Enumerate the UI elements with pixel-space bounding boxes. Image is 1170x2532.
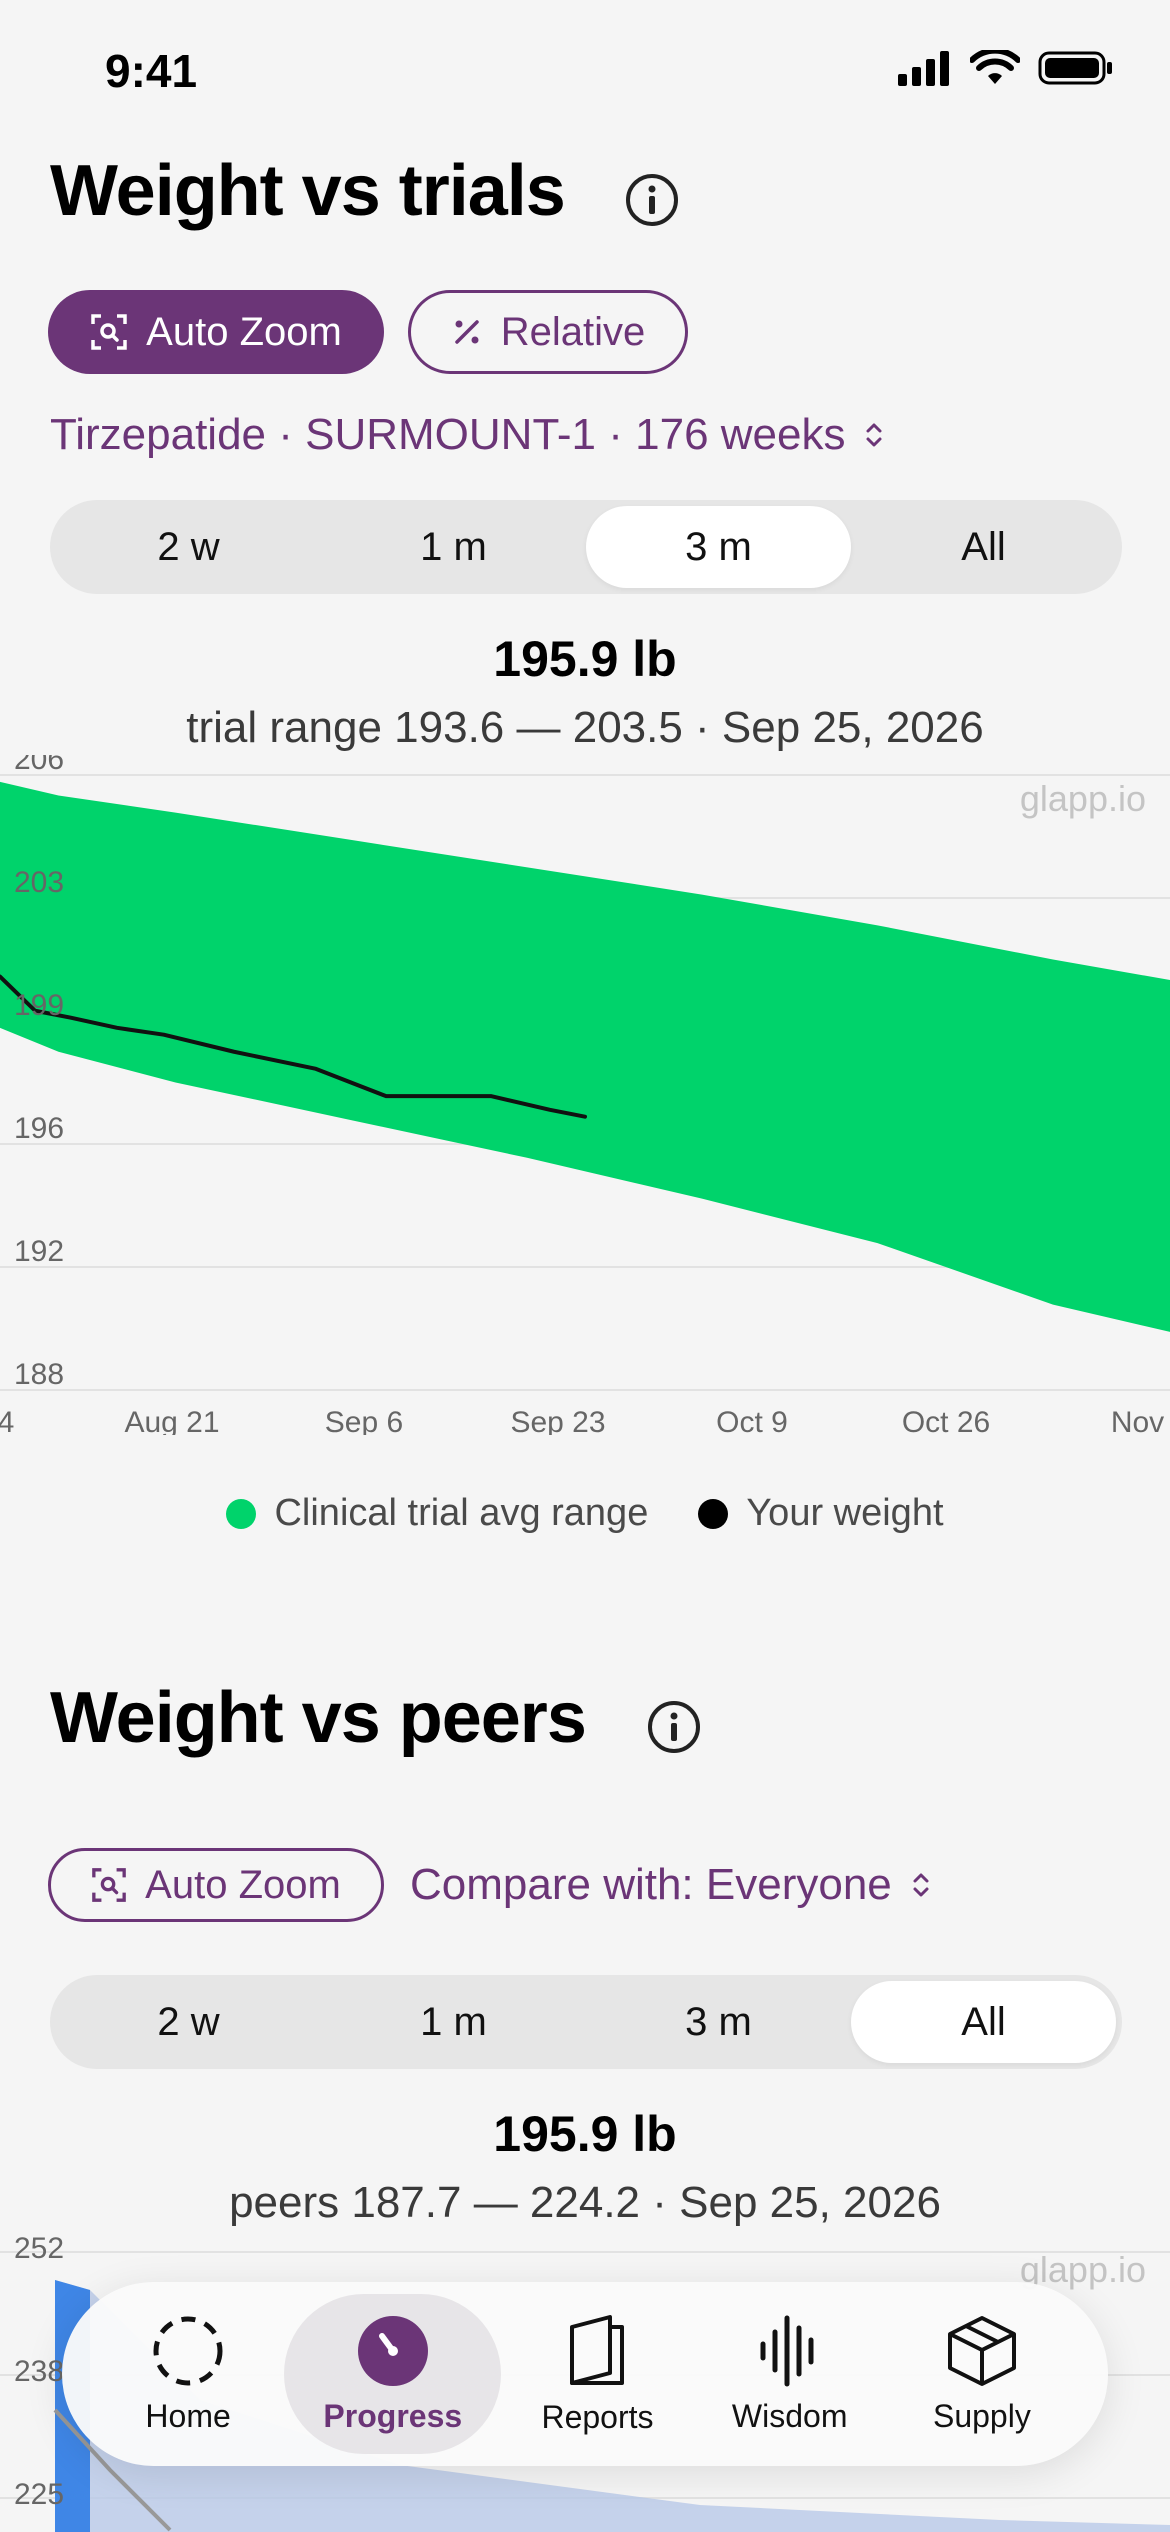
bottom-tab-bar: Home Progress Reports Wisdom Supply bbox=[62, 2282, 1108, 2466]
trials-chart-svg: 206 203 199 196 192 188 glapp.io 4 Aug 21 Sep 6 Se… bbox=[0, 743, 1170, 1439]
battery-icon bbox=[1038, 51, 1112, 85]
legend-trial-range: Clinical trial avg range bbox=[226, 1492, 648, 1535]
y-tick-label: 238 bbox=[14, 2355, 64, 2388]
y-tick-label: 203 bbox=[14, 866, 64, 899]
trial-range-band bbox=[0, 781, 1170, 1332]
status-icons bbox=[898, 50, 1114, 86]
trials-chart: 206 203 199 196 192 188 glapp.io 4 Aug 21 Sep 6 Se… bbox=[0, 743, 1170, 1439]
y-tick-label: 206 bbox=[14, 755, 64, 776]
home-dashed-circle-icon bbox=[153, 2316, 223, 2385]
percent-icon bbox=[454, 320, 479, 344]
trial-range-subtitle: trial range 193.6 — 203.5 · Sep 25, 2026 bbox=[186, 703, 984, 752]
y-tick-label: 188 bbox=[14, 1358, 64, 1391]
x-tick-label: Oct 26 bbox=[902, 1406, 990, 1435]
book-icon bbox=[570, 2314, 625, 2385]
watermark: glapp.io bbox=[1020, 778, 1146, 819]
zoom-scan-icon bbox=[92, 1868, 126, 1902]
peers-auto-zoom-label: Auto Zoom bbox=[145, 1862, 341, 1907]
cellular-signal-icon bbox=[898, 51, 949, 86]
trials-title: Weight vs trials bbox=[50, 151, 566, 231]
x-tick-label: 4 bbox=[0, 1406, 14, 1435]
compare-with-label: Compare with: Everyone bbox=[410, 1860, 892, 1909]
range-1m[interactable]: 1 m bbox=[420, 524, 487, 569]
peers-range-1m[interactable]: 1 m bbox=[420, 1999, 487, 2044]
peers-current-weight-value: 195.9 lb bbox=[493, 2106, 677, 2162]
tab-wisdom-label: Wisdom bbox=[731, 2397, 848, 2434]
legend-your-weight-label: Your weight bbox=[746, 1492, 944, 1534]
gauge-icon bbox=[357, 2315, 428, 2386]
range-3m[interactable]: 3 m bbox=[586, 506, 851, 588]
chevron-up-down-icon bbox=[866, 423, 882, 447]
peers-range-3m[interactable]: 3 m bbox=[685, 1999, 752, 2044]
tab-home-label: Home bbox=[145, 2397, 231, 2434]
tab-wisdom[interactable]: Wisdom bbox=[694, 2294, 886, 2454]
chevron-up-down-icon bbox=[913, 1873, 929, 1897]
x-tick-label: Aug 21 bbox=[124, 1406, 219, 1435]
y-tick-label: 196 bbox=[14, 1112, 64, 1145]
tab-supply-label: Supply bbox=[932, 2397, 1031, 2434]
status-bar: 9:41 bbox=[0, 0, 1170, 150]
range-all[interactable]: All bbox=[961, 524, 1006, 569]
tab-reports-label: Reports bbox=[541, 2398, 654, 2435]
legend-green-dot bbox=[226, 1498, 257, 1529]
trial-selector-dropdown[interactable]: Tirzepatide · SURMOUNT-1 · 176 weeks bbox=[50, 410, 885, 460]
trial-selector-label: Tirzepatide · SURMOUNT-1 · 176 weeks bbox=[50, 410, 846, 459]
waveform-icon bbox=[760, 2315, 814, 2386]
legend-black-dot bbox=[698, 1498, 729, 1529]
wifi-icon bbox=[970, 50, 1020, 84]
peers-range-subtitle: peers 187.7 — 224.2 · Sep 25, 2026 bbox=[229, 2178, 941, 2227]
y-tick-label: 199 bbox=[14, 989, 64, 1022]
trials-range-segmented-control: 2 w 1 m 3 m All bbox=[50, 500, 1122, 594]
x-tick-label: Sep 6 bbox=[325, 1406, 403, 1435]
auto-zoom-label: Auto Zoom bbox=[146, 309, 342, 354]
peers-weight-line bbox=[53, 2408, 172, 2532]
tab-supply[interactable]: Supply bbox=[886, 2294, 1078, 2454]
trials-legend: Clinical trial avg range Your weight bbox=[0, 1492, 1170, 1535]
info-icon[interactable] bbox=[624, 172, 680, 228]
your-weight-line bbox=[0, 974, 587, 1119]
y-tick-label: 225 bbox=[14, 2478, 64, 2511]
peers-range-band bbox=[55, 2280, 1170, 2532]
compare-with-dropdown[interactable]: Compare with: Everyone bbox=[410, 1860, 932, 1910]
status-time: 9:41 bbox=[105, 45, 198, 97]
zoom-scan-icon bbox=[91, 314, 127, 350]
peers-range-segmented-control: 2 w 1 m 3 m All bbox=[50, 1975, 1122, 2069]
tab-progress-label: Progress bbox=[323, 2397, 463, 2434]
legend-your-weight: Your weight bbox=[698, 1492, 944, 1535]
y-tick-label: 252 bbox=[14, 2232, 64, 2265]
x-tick-label: Sep 23 bbox=[510, 1406, 605, 1435]
relative-button[interactable]: Relative bbox=[408, 290, 688, 374]
tab-home[interactable]: Home bbox=[92, 2294, 284, 2454]
relative-label: Relative bbox=[500, 309, 646, 354]
x-tick-label: Nov 1 bbox=[1111, 1406, 1170, 1435]
current-weight-value: 195.9 lb bbox=[493, 631, 677, 687]
tab-progress[interactable]: Progress bbox=[284, 2294, 502, 2454]
range-2w[interactable]: 2 w bbox=[157, 524, 220, 569]
auto-zoom-button[interactable]: Auto Zoom bbox=[48, 290, 384, 374]
tab-reports[interactable]: Reports bbox=[501, 2294, 693, 2454]
peers-range-2w[interactable]: 2 w bbox=[157, 1999, 220, 2044]
peers-auto-zoom-button[interactable]: Auto Zoom bbox=[48, 1848, 384, 1922]
watermark: glapp.io bbox=[1020, 2249, 1146, 2290]
x-tick-label: Oct 9 bbox=[716, 1406, 788, 1435]
box-icon bbox=[947, 2315, 1016, 2386]
y-tick-label: 192 bbox=[14, 1235, 64, 1268]
peers-range-all[interactable]: All bbox=[851, 1981, 1116, 2063]
legend-trial-range-label: Clinical trial avg range bbox=[274, 1492, 649, 1534]
peers-title: Weight vs peers bbox=[50, 1678, 587, 1758]
info-icon[interactable] bbox=[646, 1699, 702, 1755]
